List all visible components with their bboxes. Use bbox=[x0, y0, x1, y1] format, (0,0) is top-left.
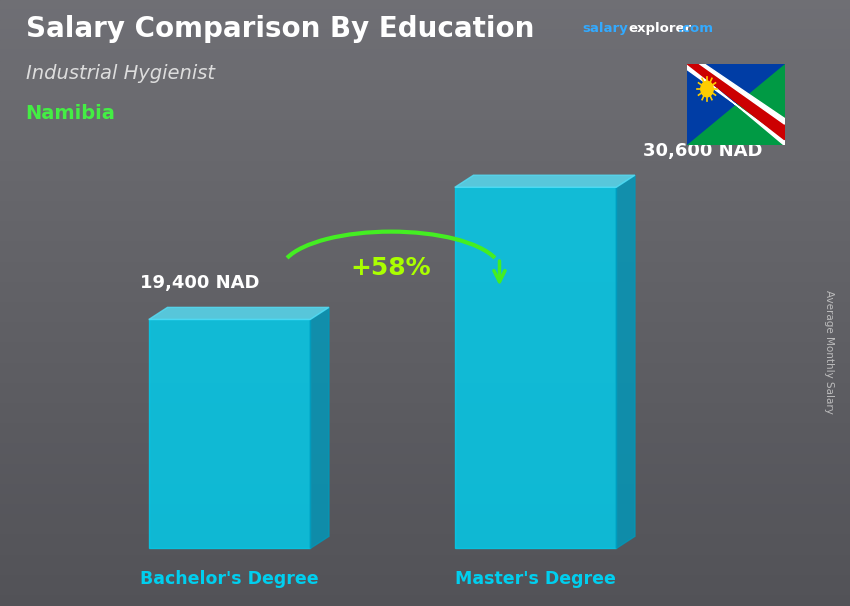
Bar bbox=[0, 202, 850, 212]
Polygon shape bbox=[455, 187, 616, 548]
Bar bbox=[0, 535, 850, 545]
Bar bbox=[0, 374, 850, 384]
Bar bbox=[0, 333, 850, 344]
Bar bbox=[0, 171, 850, 182]
Polygon shape bbox=[687, 64, 785, 145]
Circle shape bbox=[700, 81, 713, 97]
Bar bbox=[0, 61, 850, 71]
Bar bbox=[0, 424, 850, 435]
Bar bbox=[0, 435, 850, 444]
Bar bbox=[0, 101, 850, 111]
Text: Industrial Hygienist: Industrial Hygienist bbox=[26, 64, 214, 82]
Bar bbox=[0, 121, 850, 132]
Polygon shape bbox=[687, 64, 785, 145]
Bar bbox=[0, 586, 850, 596]
Polygon shape bbox=[687, 64, 785, 140]
Text: salary: salary bbox=[582, 22, 628, 35]
Text: .com: .com bbox=[677, 22, 713, 35]
Bar bbox=[0, 293, 850, 303]
Bar bbox=[0, 384, 850, 394]
Bar bbox=[0, 353, 850, 364]
Text: Master's Degree: Master's Degree bbox=[455, 570, 616, 588]
Bar bbox=[0, 111, 850, 121]
Bar bbox=[0, 576, 850, 586]
Bar bbox=[0, 444, 850, 454]
Bar bbox=[0, 0, 850, 10]
Bar bbox=[0, 394, 850, 404]
Bar bbox=[0, 404, 850, 414]
Bar bbox=[0, 313, 850, 323]
Text: +58%: +58% bbox=[351, 256, 431, 280]
Bar bbox=[0, 556, 850, 565]
Polygon shape bbox=[700, 64, 785, 124]
Bar bbox=[0, 141, 850, 152]
Bar bbox=[0, 242, 850, 253]
Bar bbox=[0, 344, 850, 353]
Text: explorer: explorer bbox=[628, 22, 691, 35]
Bar bbox=[0, 515, 850, 525]
Bar bbox=[0, 525, 850, 535]
Bar bbox=[0, 565, 850, 576]
Text: 30,600 NAD: 30,600 NAD bbox=[643, 142, 763, 160]
Polygon shape bbox=[149, 307, 329, 319]
Text: Average Monthly Salary: Average Monthly Salary bbox=[824, 290, 834, 413]
Bar bbox=[0, 495, 850, 505]
Bar bbox=[0, 222, 850, 232]
Bar bbox=[0, 20, 850, 30]
Text: Salary Comparison By Education: Salary Comparison By Education bbox=[26, 15, 534, 43]
Bar bbox=[0, 71, 850, 81]
Bar bbox=[0, 303, 850, 313]
Polygon shape bbox=[149, 319, 310, 548]
Bar bbox=[0, 505, 850, 515]
Bar bbox=[0, 253, 850, 262]
Bar bbox=[0, 596, 850, 606]
Bar bbox=[0, 485, 850, 495]
Bar bbox=[0, 81, 850, 91]
Polygon shape bbox=[687, 64, 785, 145]
Bar bbox=[0, 414, 850, 424]
Polygon shape bbox=[455, 175, 635, 187]
Polygon shape bbox=[616, 175, 635, 548]
Bar bbox=[0, 364, 850, 374]
Bar bbox=[0, 41, 850, 50]
Bar bbox=[0, 192, 850, 202]
Bar bbox=[0, 30, 850, 41]
Bar bbox=[0, 262, 850, 273]
Bar bbox=[0, 545, 850, 556]
Text: 19,400 NAD: 19,400 NAD bbox=[140, 275, 260, 292]
Bar bbox=[0, 232, 850, 242]
Bar bbox=[0, 465, 850, 474]
Text: Bachelor's Degree: Bachelor's Degree bbox=[140, 570, 319, 588]
Bar bbox=[0, 91, 850, 101]
Bar bbox=[0, 323, 850, 333]
Bar bbox=[0, 152, 850, 162]
Bar bbox=[0, 283, 850, 293]
Bar bbox=[0, 10, 850, 20]
Text: Namibia: Namibia bbox=[26, 104, 116, 123]
Bar bbox=[0, 132, 850, 141]
Bar bbox=[0, 212, 850, 222]
Bar bbox=[0, 182, 850, 192]
Bar bbox=[0, 50, 850, 61]
Polygon shape bbox=[310, 307, 329, 548]
Bar bbox=[0, 273, 850, 283]
Bar bbox=[0, 162, 850, 171]
Bar bbox=[0, 474, 850, 485]
Bar bbox=[0, 454, 850, 465]
